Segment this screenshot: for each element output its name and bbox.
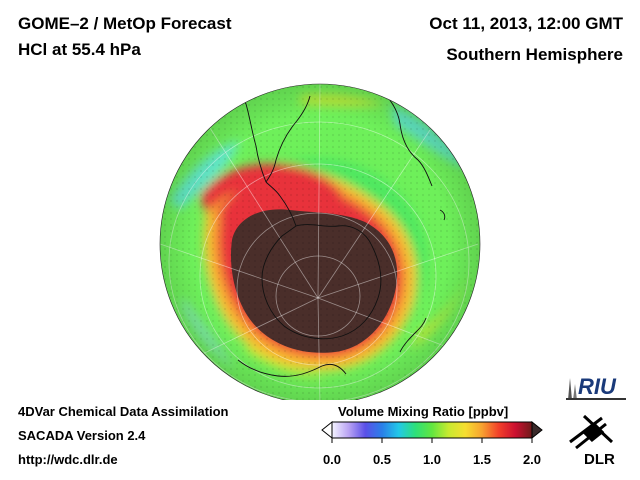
hcl-globe-map <box>159 83 481 400</box>
dlr-emblem-icon <box>569 414 614 450</box>
colorbar-tick-label: 0.5 <box>372 452 392 467</box>
colorbar-title: Volume Mixing Ratio [ppbv] <box>338 404 509 419</box>
colorbar-tick-label: 2.0 <box>522 452 542 467</box>
software-version-label: SACADA Version 2.4 <box>18 428 146 443</box>
colorbar-tick-label: 1.0 <box>422 452 442 467</box>
product-title: GOME–2 / MetOp Forecast <box>18 14 232 33</box>
colorbar <box>321 420 543 443</box>
colorbar-gradient <box>331 421 533 439</box>
colorbar-max-arrow <box>531 420 543 440</box>
riu-logo-text: RIU <box>578 374 617 399</box>
assimilation-method-label: 4DVar Chemical Data Assimilation <box>18 404 229 419</box>
hemisphere-label: Southern Hemisphere <box>446 45 623 64</box>
dlr-logo-text: DLR <box>584 451 615 468</box>
globe-outline <box>159 83 481 400</box>
website-link[interactable]: http://wdc.dlr.de <box>18 452 118 467</box>
colorbar-min-arrow <box>321 420 333 440</box>
colorbar-tick-label: 0.0 <box>322 452 342 467</box>
forecast-datetime: Oct 11, 2013, 12:00 GMT <box>429 14 623 33</box>
colorbar-tick-label: 1.5 <box>472 452 492 467</box>
riu-logo: RIU <box>566 374 626 400</box>
dlr-logo: DLR <box>569 414 615 468</box>
species-level-label: HCl at 55.4 hPa <box>18 40 141 59</box>
